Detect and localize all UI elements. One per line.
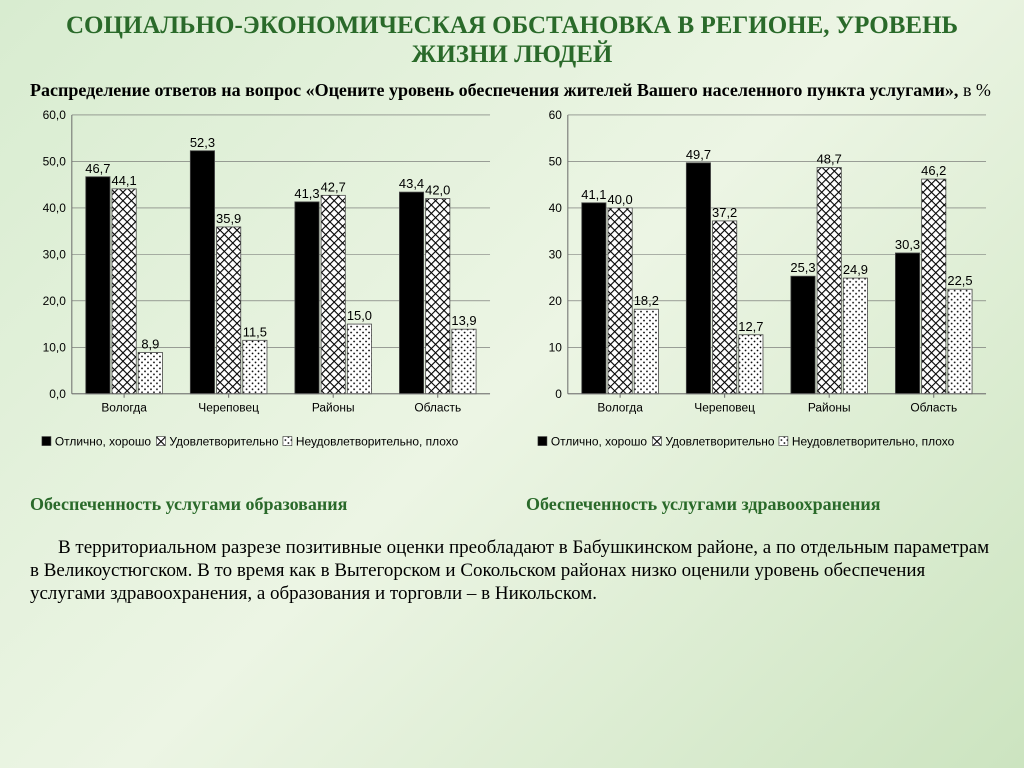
svg-text:50: 50 <box>549 155 563 169</box>
svg-text:60: 60 <box>549 108 563 122</box>
bar-value-label: 15,0 <box>347 308 372 323</box>
bar-value-label: 40,0 <box>608 192 633 207</box>
subtitle-pct: в % <box>963 80 991 100</box>
bar <box>791 276 815 394</box>
bar-value-label: 13,9 <box>451 313 476 328</box>
legend-label: Отлично, хорошо <box>551 435 648 449</box>
bar <box>295 202 319 394</box>
bar-value-label: 48,7 <box>817 152 842 167</box>
legend-label: Неудовлетворительно, плохо <box>296 435 459 449</box>
bar-value-label: 8,9 <box>141 337 159 352</box>
bar <box>739 335 763 394</box>
bar <box>634 309 658 394</box>
svg-text:20,0: 20,0 <box>43 294 67 308</box>
category-label: Область <box>414 401 461 415</box>
bar <box>399 192 423 394</box>
bar <box>426 199 450 394</box>
bar-value-label: 44,1 <box>112 173 137 188</box>
legend-label: Удовлетворительно <box>169 435 279 449</box>
chart-left: 0,0 10,0 20,0 30,0 40,0 50,0 60,0 46,744,1 8,9 Во… <box>30 107 498 515</box>
svg-text:10: 10 <box>549 340 563 354</box>
chart-right: 0 10 20 30 40 50 60 41,140,0 18,2 Вологда 49,7 37,2… <box>526 107 994 515</box>
bar-value-label: 25,3 <box>790 260 815 275</box>
legend-swatch <box>156 437 165 446</box>
bar-value-label: 37,2 <box>712 205 737 220</box>
bar-value-label: 41,3 <box>294 186 319 201</box>
category-label: Районы <box>312 401 355 415</box>
chart-left-svg: 0,0 10,0 20,0 30,0 40,0 50,0 60,0 46,744,1 8,9 Во… <box>30 107 498 485</box>
category-label: Череповец <box>198 401 259 415</box>
bar-value-label: 41,1 <box>581 187 606 202</box>
category-label: Череповец <box>694 401 755 415</box>
bar <box>243 340 267 393</box>
legend-swatch <box>652 437 661 446</box>
bar-value-label: 42,0 <box>425 183 450 198</box>
bar <box>347 324 371 394</box>
category-label: Вологда <box>597 401 643 415</box>
category-label: Районы <box>808 401 851 415</box>
bar <box>217 227 241 394</box>
bar-value-label: 22,5 <box>947 273 972 288</box>
bar-value-label: 24,9 <box>843 262 868 277</box>
bar <box>922 179 946 394</box>
bar-value-label: 43,4 <box>399 176 424 191</box>
bar-value-label: 30,3 <box>895 237 920 252</box>
legend-swatch <box>538 437 547 446</box>
bar-value-label: 35,9 <box>216 211 241 226</box>
svg-text:40: 40 <box>549 201 563 215</box>
page-title: СОЦИАЛЬНО-ЭКОНОМИЧЕСКАЯ ОБСТАНОВКА В РЕГ… <box>30 12 994 70</box>
bottom-paragraph: В территориальном разрезе позитивные оце… <box>30 537 994 605</box>
bar <box>948 289 972 394</box>
chart-right-caption: Обеспеченность услугами здравоохранения <box>526 494 994 515</box>
bar-value-label: 12,7 <box>738 319 763 334</box>
category-label: Область <box>910 401 957 415</box>
bar-value-label: 49,7 <box>686 147 711 162</box>
bar-value-label: 18,2 <box>634 293 659 308</box>
legend-label: Неудовлетворительно, плохо <box>792 435 955 449</box>
bar <box>190 151 214 394</box>
bar <box>713 221 737 394</box>
svg-text:10,0: 10,0 <box>43 340 67 354</box>
chart-left-caption: Обеспеченность услугами образования <box>30 494 498 515</box>
svg-text:60,0: 60,0 <box>43 108 67 122</box>
bar <box>138 353 162 394</box>
bar <box>817 168 841 394</box>
legend-swatch <box>779 437 788 446</box>
subtitle-bold: Распределение ответов на вопрос «Оцените… <box>30 80 963 100</box>
subtitle: Распределение ответов на вопрос «Оцените… <box>30 80 994 102</box>
bar <box>843 278 867 394</box>
chart-right-svg: 0 10 20 30 40 50 60 41,140,0 18,2 Вологда 49,7 37,2… <box>526 107 994 485</box>
svg-text:30,0: 30,0 <box>43 247 67 261</box>
svg-text:40,0: 40,0 <box>43 201 67 215</box>
bar-value-label: 42,7 <box>321 179 346 194</box>
bar-value-label: 11,5 <box>243 324 267 339</box>
bar-value-label: 46,7 <box>85 161 110 176</box>
bar <box>86 177 110 394</box>
bar <box>321 195 345 393</box>
bar-value-label: 46,2 <box>921 163 946 178</box>
svg-text:50,0: 50,0 <box>43 155 67 169</box>
svg-text:20: 20 <box>549 294 563 308</box>
category-label: Вологда <box>101 401 147 415</box>
bar <box>112 189 136 394</box>
legend-label: Отлично, хорошо <box>55 435 152 449</box>
bar-value-label: 52,3 <box>190 135 215 150</box>
bar <box>895 253 919 394</box>
bar <box>452 329 476 394</box>
bar <box>582 203 606 394</box>
charts-row: 0,0 10,0 20,0 30,0 40,0 50,0 60,0 46,744,1 8,9 Во… <box>30 107 994 515</box>
legend-swatch <box>42 437 51 446</box>
bar <box>608 208 632 394</box>
svg-text:0,0: 0,0 <box>49 387 66 401</box>
legend-swatch <box>283 437 292 446</box>
svg-text:0: 0 <box>555 387 562 401</box>
bar <box>686 163 710 394</box>
legend-label: Удовлетворительно <box>665 435 775 449</box>
svg-text:30: 30 <box>549 247 563 261</box>
